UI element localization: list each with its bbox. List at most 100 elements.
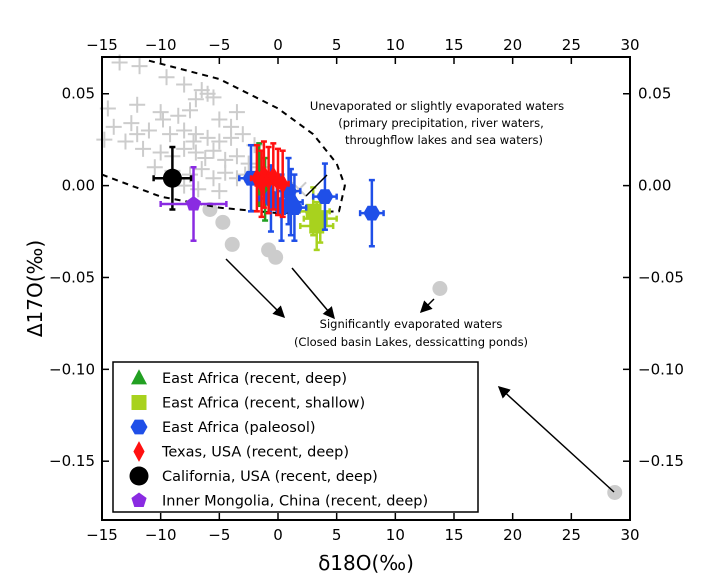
gray-cross-point: [228, 148, 245, 165]
gray-cross-point: [123, 115, 140, 132]
arrow: [497, 385, 615, 493]
legend-marker: [131, 492, 147, 507]
data-point: [258, 164, 270, 185]
gray-cross-point: [211, 183, 228, 200]
y-tick-label-right: −0.10: [638, 360, 684, 378]
legend-box: [112, 361, 479, 513]
data-point: [282, 194, 300, 210]
data-point: [363, 205, 381, 221]
gray-cross-point: [135, 140, 152, 157]
x-tick-label-top: 20: [503, 36, 522, 54]
y-tick-label-right: −0.05: [638, 268, 684, 286]
gray-cross-point: [187, 126, 204, 143]
x-tick-label-top: 15: [444, 36, 463, 54]
gray-circle-point: [224, 236, 240, 252]
gray-cross-point: [152, 104, 169, 121]
x-tick-label-top: 30: [620, 36, 639, 54]
legend-label: East Africa (recent, deep): [162, 371, 347, 387]
gray-cross-point: [205, 89, 222, 106]
gray-cross-point: [105, 118, 122, 135]
gray-cross-point: [205, 142, 222, 159]
gray-cross-point: [176, 177, 193, 194]
legend-marker: [130, 419, 148, 435]
y-tick-label-right: 0.00: [638, 177, 671, 195]
data-point: [162, 168, 182, 188]
data-point: [185, 195, 202, 211]
y-tick-label: 0.00: [62, 177, 95, 195]
legend-marker: [131, 369, 147, 385]
gray-cross-point: [211, 111, 228, 128]
gray-cross-point: [187, 144, 204, 161]
annotation-unevaporated: Unevaporated or slightly evaporated wate…: [310, 99, 564, 113]
x-tick-label-top: 25: [562, 36, 581, 54]
x-axis-label: δ18O(‰): [318, 551, 414, 575]
annotation-unevaporated: (primary precipitation, river waters,: [338, 116, 544, 130]
legend-label: Texas, USA (recent, deep): [161, 445, 349, 461]
gray-cross-point: [187, 91, 204, 108]
arrow: [419, 298, 435, 314]
gray-circle-point: [268, 249, 284, 265]
annotation-evaporated: (Closed basin Lakes, dessicatting ponds): [294, 335, 528, 349]
data-point: [262, 191, 280, 206]
data-point: [267, 166, 279, 187]
annotation-pointer: [305, 174, 328, 197]
y-tick-label-right: 0.05: [638, 85, 671, 103]
y-tick-label: −0.05: [49, 268, 95, 286]
gray-cross-point: [176, 122, 193, 139]
gray-cross-point: [185, 133, 202, 150]
gray-cross-point: [205, 170, 222, 187]
annotation-unevaporated: throughflow lakes and sea waters): [345, 133, 543, 147]
data-point: [316, 189, 334, 204]
arrow: [225, 258, 286, 319]
x-tick-label: 30: [620, 526, 639, 544]
gray-cross-point: [199, 129, 216, 146]
legend-marker: [129, 466, 149, 486]
x-tick-label-top: 5: [332, 36, 342, 54]
gray-cross-point: [140, 122, 157, 139]
gray-cross-point: [155, 111, 172, 128]
gray-cross-point: [197, 150, 214, 167]
legend-label: Inner Mongolia, China (recent, deep): [162, 494, 428, 510]
gray-cross-point: [117, 133, 134, 150]
gray-cross-point: [96, 131, 113, 148]
x-tick-label: 0: [273, 526, 283, 544]
gray-cross-point: [234, 126, 251, 143]
y-tick-label: −0.15: [49, 452, 95, 470]
x-tick-label: 20: [503, 526, 522, 544]
x-tick-label-top: 0: [273, 36, 283, 54]
x-tick-label-top: −5: [208, 36, 230, 54]
x-tick-label: 15: [444, 526, 463, 544]
legend-marker: [131, 395, 147, 410]
gray-circle-point: [432, 281, 448, 296]
y-tick-label-right: −0.15: [638, 452, 684, 470]
annotation-evaporated: Significantly evaporated waters: [320, 317, 503, 331]
legend-marker: [133, 441, 145, 462]
gray-cross-point: [240, 155, 257, 172]
gray-cross-point: [131, 58, 148, 75]
gray-cross-point: [176, 76, 193, 93]
gray-cross-point: [170, 107, 187, 124]
gray-cross-point: [228, 104, 245, 121]
gray-cross-point: [129, 126, 146, 143]
y-axis-label: Δ17O(‰): [23, 240, 47, 337]
x-tick-label: −15: [86, 526, 118, 544]
y-tick-label: −0.10: [49, 360, 95, 378]
x-tick-label: 10: [386, 526, 405, 544]
gray-cross-point: [182, 102, 198, 119]
data-point: [255, 173, 268, 195]
legend-label: East Africa (paleosol): [162, 420, 316, 436]
gray-circle-point: [202, 201, 218, 217]
x-tick-label-top: −10: [145, 36, 177, 54]
x-tick-label: −5: [208, 526, 230, 544]
y-tick-label: 0.05: [62, 85, 95, 103]
data-point: [277, 173, 289, 195]
x-tick-label-top: 10: [386, 36, 405, 54]
gray-circle-point: [215, 214, 231, 230]
x-tick-label: −10: [145, 526, 177, 544]
gray-cross-point: [129, 96, 146, 113]
gray-cross-point: [176, 140, 193, 157]
legend-label: California, USA (recent, deep): [162, 469, 378, 485]
gray-cross-point: [193, 161, 210, 178]
